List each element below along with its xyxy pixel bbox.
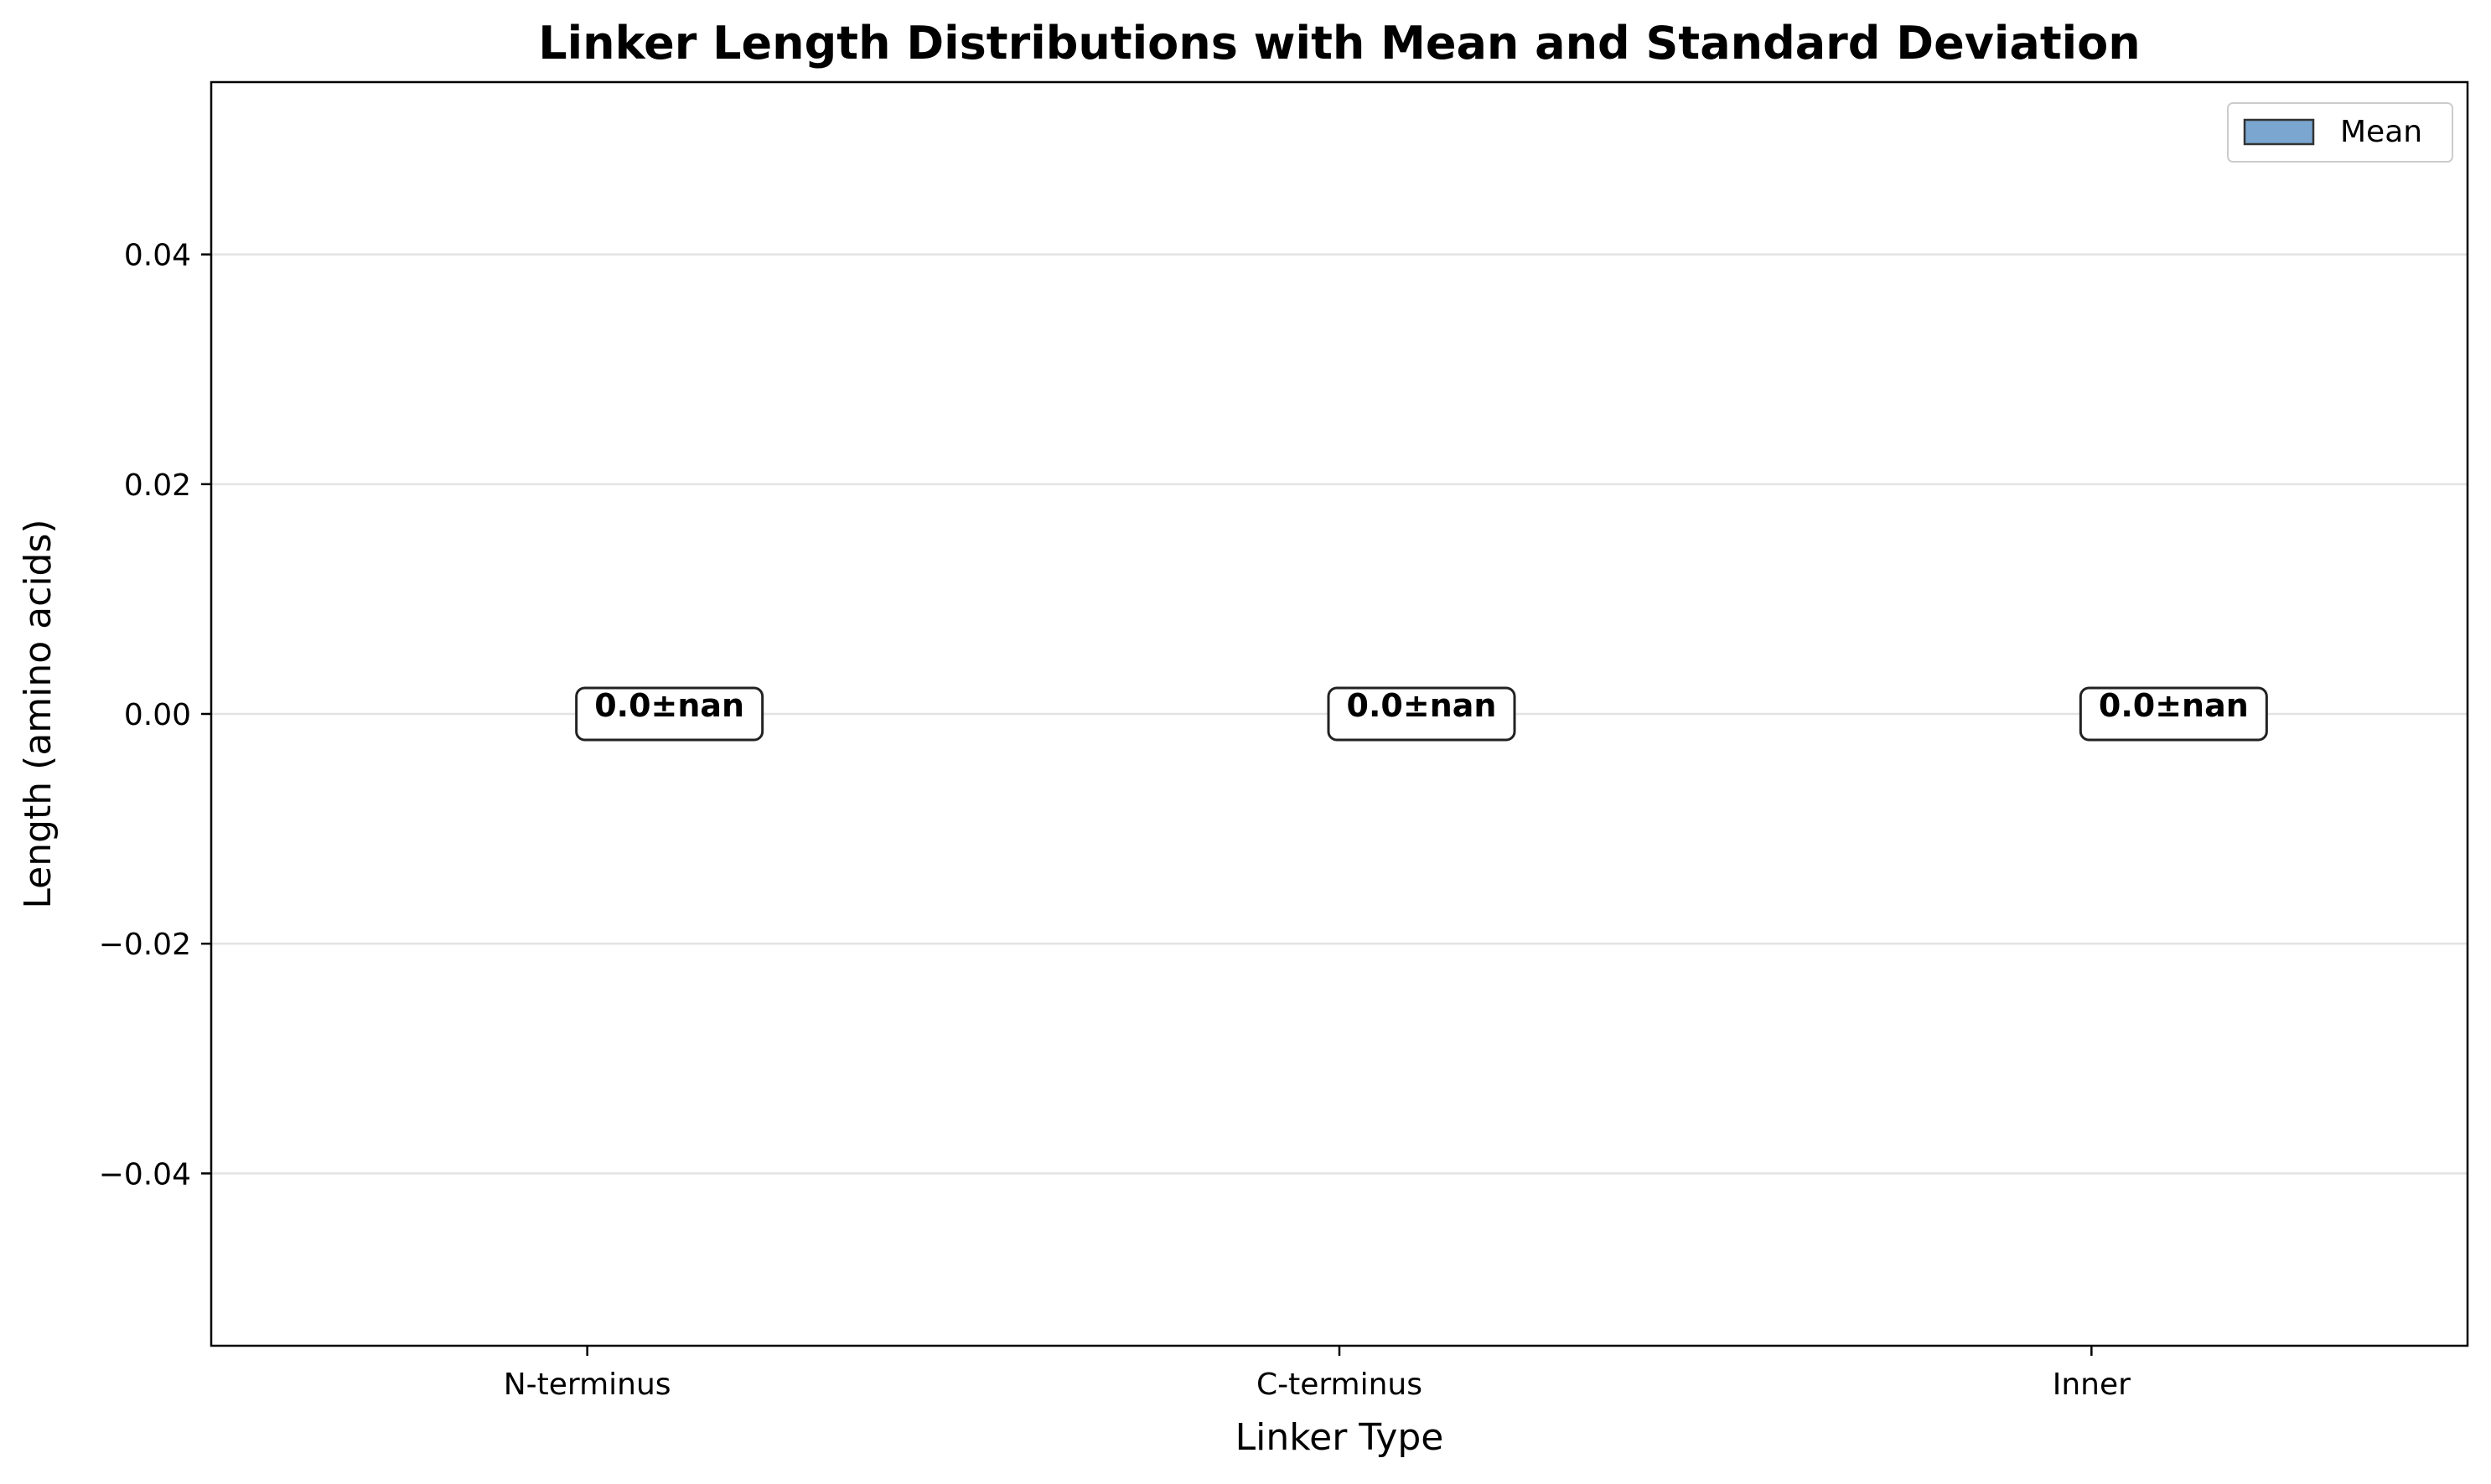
y-axis-ticks: −0.04 −0.02 0.00 0.02 0.04 bbox=[99, 239, 211, 1192]
value-label-box bbox=[1327, 686, 1516, 742]
chart-title: Linker Length Distributions with Mean an… bbox=[538, 17, 2140, 70]
y-tick-label: 0.00 bbox=[124, 698, 191, 732]
x-tick-label: C-terminus bbox=[1256, 1368, 1422, 1402]
x-tick-label: N-terminus bbox=[504, 1368, 671, 1402]
legend: Mean bbox=[2227, 102, 2453, 163]
y-tick-label: −0.02 bbox=[99, 928, 191, 962]
x-axis-ticks: N-terminus C-terminus Inner bbox=[504, 1346, 2131, 1402]
value-label: 0.0±nan bbox=[594, 687, 744, 724]
y-tick-label: 0.04 bbox=[124, 239, 191, 273]
y-tick-label: −0.04 bbox=[99, 1157, 191, 1192]
y-axis-label: Length (amino acids) bbox=[17, 519, 60, 908]
legend-label-mean: Mean bbox=[2340, 115, 2422, 149]
y-tick-label: 0.02 bbox=[124, 468, 191, 503]
value-label-box bbox=[2079, 686, 2268, 742]
value-label: 0.0±nan bbox=[2099, 687, 2249, 724]
value-labels: 0.0±nan 0.0±nan 0.0±nan bbox=[575, 686, 2268, 742]
legend-box bbox=[2227, 102, 2453, 163]
legend-swatch-mean bbox=[2243, 118, 2315, 146]
value-label: 0.0±nan bbox=[1347, 687, 1497, 724]
value-label-box bbox=[575, 686, 764, 742]
x-tick-label: Inner bbox=[2053, 1368, 2131, 1402]
x-axis-label: Linker Type bbox=[1235, 1416, 1444, 1459]
